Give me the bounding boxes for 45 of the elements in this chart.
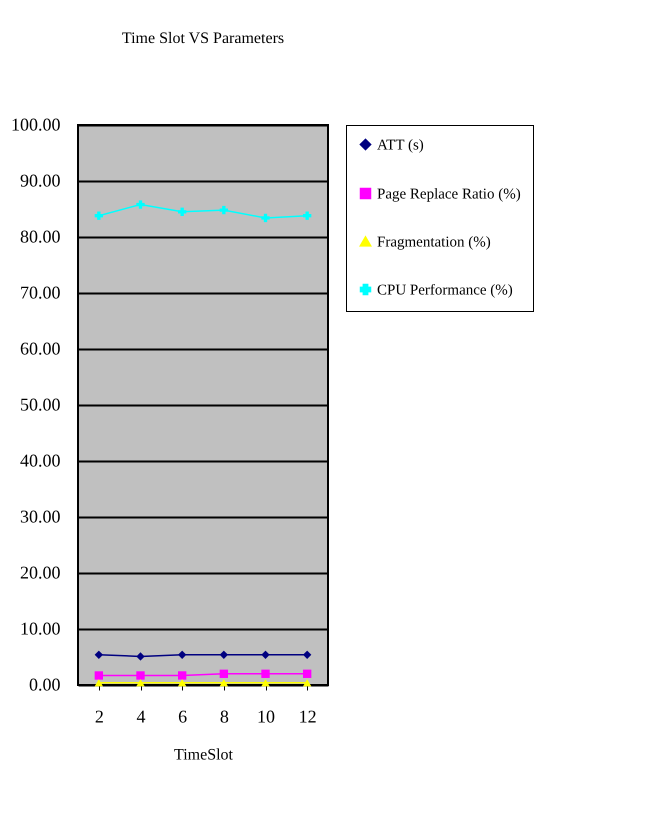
y-tick-label: 70.00: [20, 282, 60, 302]
x-tick-label: 2: [94, 706, 104, 726]
point: [220, 670, 228, 678]
x-axis-title: TimeSlot: [174, 746, 234, 764]
y-tick-label: 90.00: [20, 170, 60, 190]
point: [178, 650, 186, 659]
legend-label: ATT (s): [377, 138, 424, 154]
point: [94, 679, 104, 686]
x-tick-label: 12: [298, 706, 317, 726]
point: [94, 650, 104, 659]
point: [178, 208, 186, 216]
legend-label: Page Replace Ratio (%): [377, 186, 521, 202]
x-tick-label: 6: [178, 706, 188, 726]
legend-label: Fragmentation (%): [377, 234, 491, 250]
point: [94, 212, 104, 220]
point: [261, 679, 270, 686]
y-tick-label: 0.00: [29, 674, 60, 694]
x-tick-label: 8: [220, 706, 229, 726]
point: [302, 212, 312, 220]
point: [178, 679, 186, 686]
point: [178, 671, 186, 680]
point: [220, 650, 228, 659]
y-tick-label: 10.00: [20, 618, 60, 638]
y-tick-label: 50.00: [20, 394, 60, 414]
point: [302, 670, 312, 678]
point: [261, 650, 270, 659]
point: [94, 671, 104, 680]
point: [136, 652, 145, 661]
point: [220, 206, 228, 214]
y-tick-label: 20.00: [20, 562, 60, 582]
y-tick-label: 30.00: [20, 506, 60, 526]
x-tick-label: 10: [257, 706, 275, 726]
point: [302, 650, 312, 659]
point: [261, 670, 270, 678]
y-tick-label: 60.00: [20, 338, 60, 358]
point: [302, 679, 312, 686]
x-tick-label: 4: [136, 706, 146, 726]
y-tick-label: 100.00: [11, 114, 60, 134]
point: [220, 679, 228, 686]
point: [136, 679, 145, 686]
y-tick-label: 40.00: [20, 450, 60, 470]
point: [136, 671, 145, 680]
chart-title: Time Slot VS Parameters: [122, 30, 284, 47]
legend-label: CPU Performance (%): [377, 282, 513, 298]
y-tick-label: 80.00: [20, 226, 60, 246]
